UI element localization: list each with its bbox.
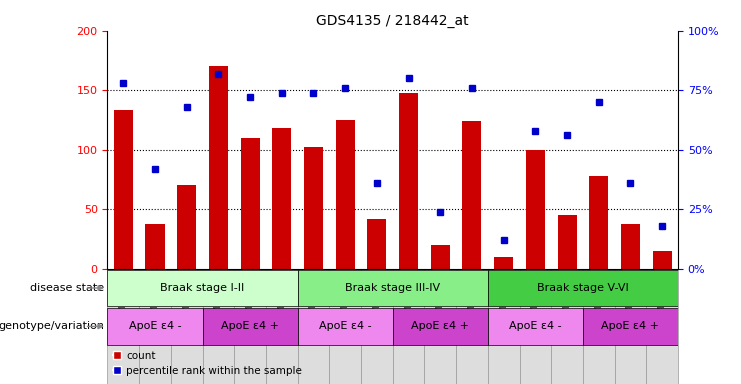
Bar — [266, 269, 298, 384]
Bar — [272, 128, 291, 269]
Bar — [361, 269, 393, 384]
Bar — [298, 308, 393, 345]
Text: ApoE ε4 +: ApoE ε4 + — [221, 321, 279, 331]
Bar — [653, 251, 671, 269]
Bar — [488, 308, 583, 345]
Legend: count, percentile rank within the sample: count, percentile rank within the sample — [113, 351, 302, 376]
Bar — [583, 269, 614, 384]
Bar — [557, 215, 576, 269]
Bar — [583, 308, 678, 345]
Bar — [614, 269, 646, 384]
Text: ApoE ε4 -: ApoE ε4 - — [319, 321, 371, 331]
Bar — [488, 269, 519, 384]
Bar — [646, 269, 678, 384]
Bar — [209, 66, 228, 269]
Text: Braak stage I-II: Braak stage I-II — [160, 283, 245, 293]
Bar — [425, 269, 456, 384]
Bar — [107, 269, 139, 384]
Bar — [551, 269, 583, 384]
Text: genotype/variation: genotype/variation — [0, 321, 104, 331]
Bar — [171, 269, 202, 384]
Bar — [202, 269, 234, 384]
Bar — [393, 269, 425, 384]
Bar — [329, 269, 361, 384]
Bar — [241, 138, 259, 269]
Bar — [621, 223, 640, 269]
Text: Braak stage III-IV: Braak stage III-IV — [345, 283, 440, 293]
Text: disease state: disease state — [30, 283, 104, 293]
Bar — [456, 269, 488, 384]
Bar — [177, 185, 196, 269]
Title: GDS4135 / 218442_at: GDS4135 / 218442_at — [316, 14, 469, 28]
Bar — [462, 121, 482, 269]
Bar — [336, 120, 355, 269]
Bar — [488, 270, 678, 306]
Bar — [431, 245, 450, 269]
Text: ApoE ε4 -: ApoE ε4 - — [129, 321, 182, 331]
Bar — [589, 176, 608, 269]
Bar — [526, 150, 545, 269]
Bar — [114, 111, 133, 269]
Bar — [304, 147, 323, 269]
Bar — [399, 93, 418, 269]
Bar — [393, 308, 488, 345]
Bar — [107, 270, 298, 306]
Bar — [139, 269, 171, 384]
Bar — [145, 223, 165, 269]
Bar — [202, 308, 298, 345]
Bar — [519, 269, 551, 384]
Text: ApoE ε4 +: ApoE ε4 + — [411, 321, 469, 331]
Bar — [494, 257, 514, 269]
Bar — [107, 308, 202, 345]
Bar — [368, 219, 386, 269]
Bar — [234, 269, 266, 384]
Bar — [298, 270, 488, 306]
Text: Braak stage V-VI: Braak stage V-VI — [537, 283, 629, 293]
Text: ApoE ε4 -: ApoE ε4 - — [509, 321, 562, 331]
Text: ApoE ε4 +: ApoE ε4 + — [602, 321, 659, 331]
Bar — [298, 269, 329, 384]
